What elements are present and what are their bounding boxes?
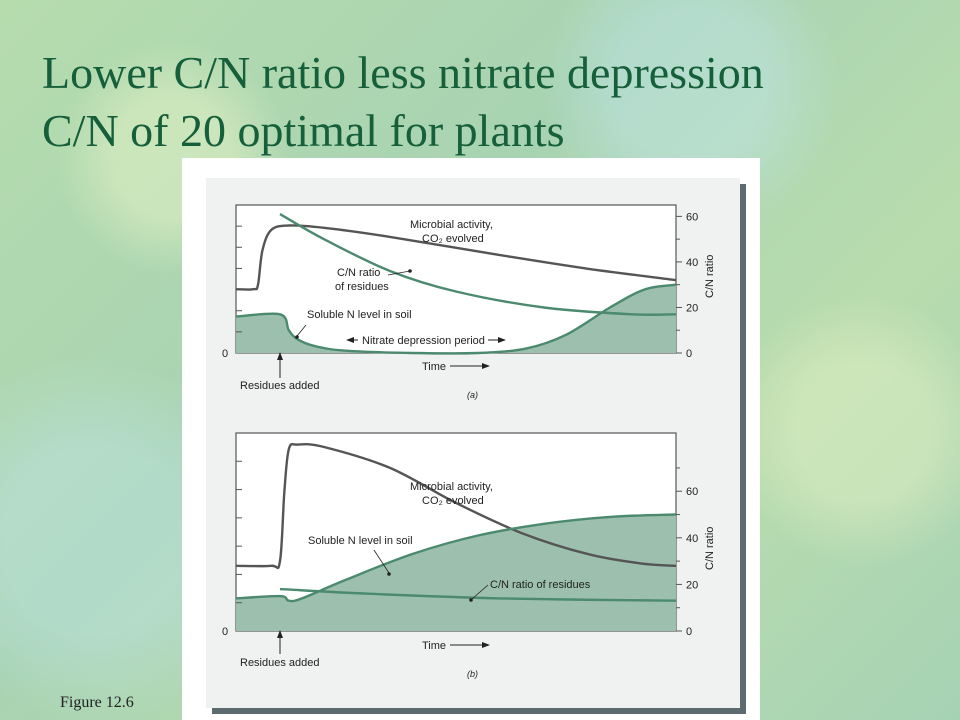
chart-a-nitrate-period-arrows xyxy=(346,337,506,343)
chart-a-soluble-line xyxy=(235,283,677,355)
chart-b-microbial-line xyxy=(235,442,677,570)
chart-a-annot-cn-2: of residues xyxy=(335,281,389,293)
chart-b-time-arrow xyxy=(450,642,490,648)
chart-a-annot-cn-1: C/N ratio xyxy=(337,267,380,279)
chart-a-ytick-label: 0 xyxy=(686,348,692,360)
chart-b-soluble-leader xyxy=(373,549,390,574)
figure-svg: 0 20 40 60 0 Time Residues added (a) C/N ra… xyxy=(206,178,746,714)
chart-b-annot-cn: C/N ratio of residues xyxy=(490,579,591,591)
title-line-2: C/N of 20 optimal for plants xyxy=(42,105,565,156)
chart-b-left-zero: 0 xyxy=(222,626,228,638)
chart-a-xlabel: Time xyxy=(422,361,446,373)
chart-b-ytick-label: 20 xyxy=(686,579,698,591)
chart-a-residues-arrow xyxy=(277,352,283,378)
slide-title: Lower C/N ratio less nitrate depression … xyxy=(42,44,764,160)
chart-b-soluble-leader-dot xyxy=(387,572,391,576)
chart-a-cn-leader-dot xyxy=(408,269,412,273)
title-line-1: Lower C/N ratio less nitrate depression xyxy=(42,47,764,98)
chart-b-event-label: Residues added xyxy=(240,657,320,669)
chart-b-cn-leader xyxy=(471,584,489,600)
chart-a-panel-label: (a) xyxy=(467,390,478,400)
chart-a-event-label: Residues added xyxy=(240,380,320,392)
chart-b-panel-label: (b) xyxy=(467,669,478,679)
chart-b-ytick-label: 60 xyxy=(686,486,698,498)
chart-b-residues-arrow xyxy=(277,630,283,654)
chart-a-cn-line xyxy=(279,213,677,316)
figure-panel: 0 20 40 60 0 Time Residues added (a) C/N ra… xyxy=(182,158,760,720)
chart-a-annot-nitrate: Nitrate depression period xyxy=(362,335,485,347)
chart-a-ytick-label: 20 xyxy=(686,302,698,314)
chart-a: 0 20 40 60 0 Time Residues added (a) C/N ra… xyxy=(222,204,716,400)
chart-b-ytick-label: 40 xyxy=(686,533,698,545)
chart-a-soluble-leader xyxy=(296,324,307,337)
figure-caption: Figure 12.6 xyxy=(60,694,134,711)
chart-b-annot-microbial-1: Microbial activity, xyxy=(410,481,493,493)
chart-a-ytick-label: 60 xyxy=(686,211,698,223)
chart-a-cn-leader xyxy=(387,270,411,276)
chart-a-ylabel: C/N ratio xyxy=(704,255,716,298)
chart-b-annot-microbial-2: CO₂ evolved xyxy=(422,495,484,507)
chart-b-cn-line xyxy=(279,587,677,602)
chart-b-soluble-area xyxy=(236,514,676,631)
chart-b-cn-leader-dot xyxy=(469,598,473,602)
chart-b: 0 20 40 60 0 Time Residues added (b) C/N ra… xyxy=(222,432,716,679)
chart-a-annot-soluble: Soluble N level in soil xyxy=(307,309,412,321)
chart-b-ytick-label: 0 xyxy=(686,626,692,638)
chart-a-annot-microbial-1: Microbial activity, xyxy=(410,219,493,231)
chart-b-ylabel: C/N ratio xyxy=(704,527,716,570)
chart-a-time-arrow xyxy=(450,363,490,369)
chart-b-soluble-line xyxy=(235,513,677,603)
chart-a-left-zero: 0 xyxy=(222,348,228,360)
chart-a-soluble-leader-dot xyxy=(295,335,299,339)
chart-a-ytick-label: 40 xyxy=(686,257,698,269)
chart-a-annot-microbial-2: CO₂ evolved xyxy=(422,233,484,245)
chart-a-soluble-area xyxy=(236,284,676,354)
chart-b-xlabel: Time xyxy=(422,640,446,652)
chart-b-annot-soluble: Soluble N level in soil xyxy=(308,535,413,547)
